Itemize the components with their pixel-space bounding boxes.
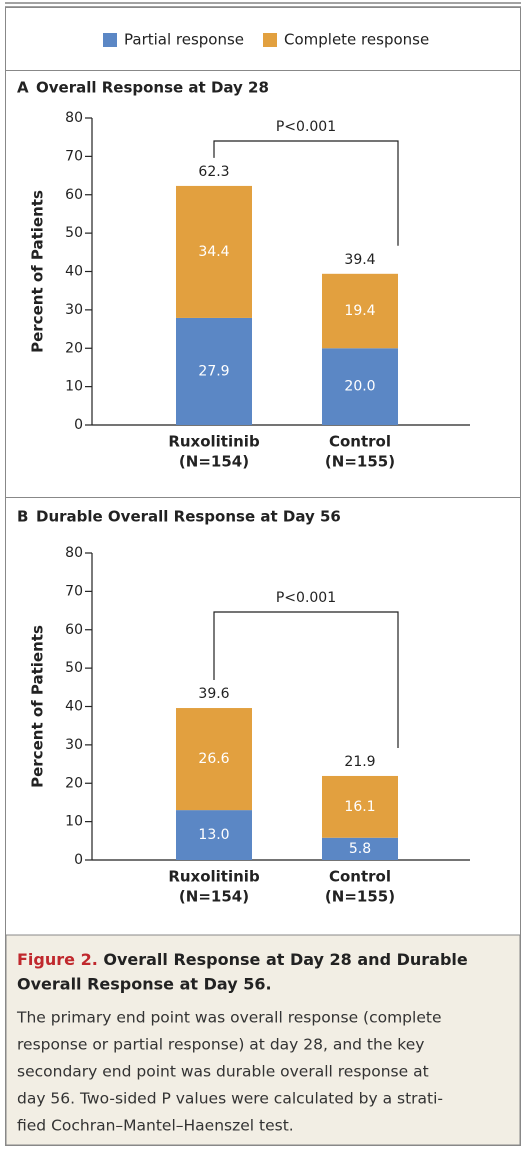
x-tick-note: (N=155) <box>325 888 395 906</box>
y-tick-label: 20 <box>65 775 83 791</box>
legend-swatch <box>103 33 117 47</box>
panel-title: Overall Response at Day 28 <box>36 79 269 97</box>
bar-segment <box>176 185 252 318</box>
y-tick-label: 60 <box>65 187 83 203</box>
y-tick-label: 70 <box>65 583 83 599</box>
y-tick-label: 50 <box>65 660 83 676</box>
x-tick-label: Control <box>329 868 391 886</box>
caption-title: Figure 2. Overall Response at Day 28 and… <box>17 950 468 969</box>
caption-text: The primary end point was overall respon… <box>16 1009 441 1027</box>
y-tick-label: 0 <box>74 852 83 868</box>
value-label: 34.4 <box>198 244 229 260</box>
legend-label: Partial response <box>124 31 244 49</box>
caption-text: secondary end point was durable overall … <box>17 1063 429 1081</box>
legend-swatch <box>263 33 277 47</box>
caption-text: day 56. Two-sided P values were calculat… <box>17 1090 443 1108</box>
y-tick-label: 10 <box>65 814 83 830</box>
bar-segment <box>322 273 398 349</box>
bar-segment <box>322 348 398 425</box>
y-tick-label: 60 <box>65 622 83 638</box>
caption-text: response or partial response) at day 28,… <box>17 1036 424 1054</box>
value-label: 13.0 <box>198 827 229 843</box>
y-tick-label: 70 <box>65 148 83 164</box>
panel-letter: A <box>17 79 29 97</box>
value-label: 19.4 <box>344 303 375 319</box>
total-label: 39.6 <box>198 686 229 702</box>
annotation: P<0.001 <box>276 590 336 606</box>
panel-letter: B <box>17 508 28 526</box>
y-tick-label: 10 <box>65 379 83 395</box>
panel-title: Durable Overall Response at Day 56 <box>36 508 341 526</box>
bar-segment <box>176 317 252 425</box>
annotation: P<0.001 <box>276 119 336 135</box>
x-tick-note: (N=154) <box>179 453 249 471</box>
y-tick-label: 30 <box>65 302 83 318</box>
x-tick-label: Ruxolitinib <box>168 868 260 886</box>
total-label: 21.9 <box>344 754 375 770</box>
caption-text: fied Cochran–Mantel–Haenszel test. <box>17 1117 294 1135</box>
caption-label: Figure 2. <box>17 950 98 969</box>
y-tick-label: 40 <box>65 699 83 715</box>
y-axis-label: Percent of Patients <box>29 625 47 788</box>
value-label: 5.8 <box>349 841 371 857</box>
y-tick-label: 20 <box>65 340 83 356</box>
caption-title-line: Overall Response at Day 28 and Durable <box>103 950 468 969</box>
y-tick-label: 80 <box>65 545 83 561</box>
total-label: 39.4 <box>344 252 375 268</box>
x-tick-label: Ruxolitinib <box>168 433 260 451</box>
x-tick-note: (N=155) <box>325 453 395 471</box>
caption-title-line: Overall Response at Day 56. <box>17 975 272 994</box>
value-label: 26.6 <box>198 751 229 767</box>
value-label: 16.1 <box>344 799 375 815</box>
y-tick-label: 30 <box>65 737 83 753</box>
caption-box <box>5 934 521 1146</box>
bar-segment <box>322 837 398 860</box>
bar-segment <box>176 708 252 811</box>
y-tick-label: 50 <box>65 225 83 241</box>
y-axis-label: Percent of Patients <box>29 190 47 353</box>
bar-segment <box>176 810 252 860</box>
legend-label: Complete response <box>284 31 429 49</box>
significance-bracket <box>213 611 399 748</box>
x-tick-note: (N=154) <box>179 888 249 906</box>
total-label: 62.3 <box>198 164 229 180</box>
value-label: 27.9 <box>198 363 229 379</box>
y-tick-label: 0 <box>74 417 83 433</box>
significance-bracket <box>213 140 399 246</box>
y-tick-label: 40 <box>65 264 83 280</box>
bar-segment <box>322 775 398 838</box>
y-tick-label: 80 <box>65 110 83 126</box>
x-tick-label: Control <box>329 433 391 451</box>
value-label: 20.0 <box>344 379 375 395</box>
